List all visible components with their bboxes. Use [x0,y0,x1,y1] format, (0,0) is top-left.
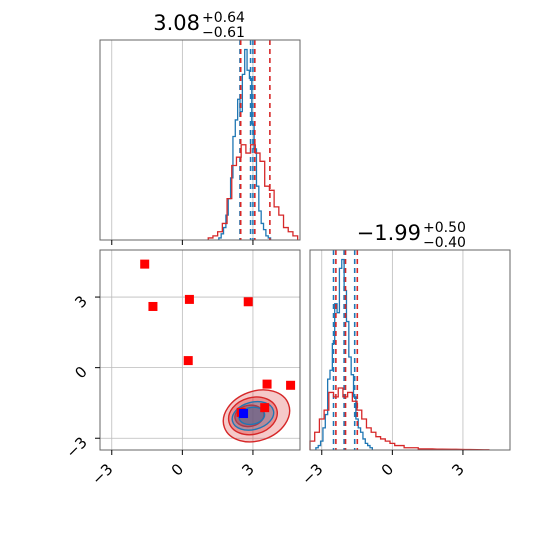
panel-frame [309,249,511,451]
title-value: −1.99 [357,221,421,245]
x-tick-label: 0 [378,460,397,479]
panel-frame [99,249,301,451]
y-tick-label: 3 [71,292,90,311]
histogram-marks [207,40,299,240]
grid-lines [321,250,464,450]
red-square-marker [183,356,193,366]
x-ticks [111,240,254,245]
title-plus: +0.64 [202,10,245,26]
panel-frame [99,39,301,241]
title-param-2: −1.99 +0.50 −0.40 [357,220,466,251]
x-tick-label: 3 [448,460,467,479]
x-tick-label: 3 [238,460,257,479]
red-square-marker [262,379,272,389]
grid-lines [100,250,300,450]
x-tick-label: 0 [168,460,187,479]
red-square-marker [260,403,270,413]
red-square-marker [140,259,150,269]
y-tick-label: 0 [71,363,90,382]
grid-lines [111,40,254,240]
red-square-marker [243,297,253,307]
panel-top-left [99,39,301,245]
axis-ticks: −3 0 3 −3 0 3 [62,292,257,488]
y-tick-label: −3 [62,433,90,461]
title-minus: −0.40 [423,235,466,251]
title-plus: +0.50 [423,220,466,236]
histogram-series-2 [207,144,299,240]
title-minus: −0.61 [202,25,245,41]
histogram-series-2 [309,387,490,451]
title-value: 3.08 [153,11,200,35]
red-square-marker [148,301,158,311]
x-tick-label: −3 [88,460,116,488]
title-param-1: 3.08 +0.64 −0.61 [153,10,245,41]
panel-bottom-right: −3 0 3 [298,249,511,488]
red-square-marker [184,294,194,304]
joint-marks [140,259,296,443]
panel-bottom-left: −3 0 3 −3 0 3 [62,249,301,488]
x-tick-label: −3 [298,460,326,488]
blue-square-marker [239,409,249,419]
red-square-marker [286,380,296,390]
x-ticks: −3 0 3 [298,450,468,488]
histogram-series-1 [315,258,374,450]
histogram-marks [309,250,490,451]
